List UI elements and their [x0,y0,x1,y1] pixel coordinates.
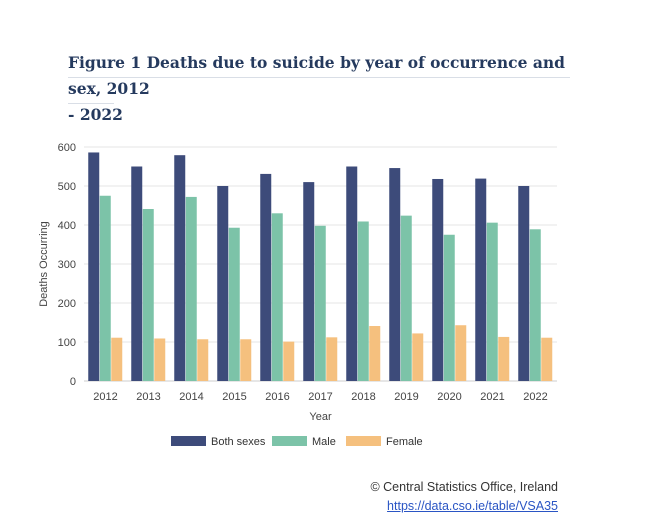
x-tick-label: 2020 [437,391,461,403]
bar-both-sexes-2018 [346,166,358,381]
x-tick-label: 2015 [222,391,246,403]
chart-title: Figure 1 Deaths due to suicide by year o… [68,50,568,128]
chart-title-line-1: Figure 1 Deaths due to suicide by year o… [68,53,565,98]
bar-female-2020 [455,325,467,381]
bar-male-2016 [271,213,283,381]
bar-both-sexes-2016 [260,173,272,381]
x-tick-label: 2013 [136,391,160,403]
bar-male-2019 [400,215,412,381]
y-tick-label: 400 [58,220,76,232]
bar-female-2013 [154,338,166,381]
y-tick-label: 500 [58,181,76,193]
bar-female-2015 [240,339,252,381]
x-tick-label: 2016 [265,391,289,403]
x-tick-label: 2021 [480,391,504,403]
bar-female-2022 [541,337,553,381]
bar-female-2021 [498,336,510,381]
bar-male-2020 [443,234,455,381]
bar-chart: 0 100 200 300 400 500 600 Deaths Occurring 2012 2… [38,142,557,448]
credit-text: © Central Statistics Office, Ireland [370,480,558,494]
legend-swatch-male [272,436,307,446]
chart-title-line-2: - 2022 [68,105,123,124]
bar-male-2017 [314,225,326,381]
legend-swatch-both-sexes [171,436,206,446]
y-axis-label: Deaths Occurring [38,221,50,307]
legend-label-both-sexes: Both sexes [211,436,266,448]
y-tick-label: 600 [58,142,76,154]
bar-both-sexes-2022 [518,186,530,381]
legend-label-female: Female [386,436,423,448]
bar-both-sexes-2012 [88,152,100,381]
x-tick-label: 2018 [351,391,375,403]
bar-both-sexes-2015 [217,186,229,381]
y-tick-label: 200 [58,298,76,310]
bar-male-2018 [357,221,369,381]
bar-both-sexes-2014 [174,155,186,381]
legend-label-male: Male [312,436,336,448]
bar-female-2012 [111,337,123,381]
bar-male-2022 [529,229,541,381]
bar-female-2018 [369,326,381,381]
y-tick-label: 0 [70,376,76,388]
bar-female-2017 [326,337,338,381]
x-tick-label: 2019 [394,391,418,403]
x-tick-label: 2014 [179,391,203,403]
x-tick-label: 2017 [308,391,332,403]
title-divider [68,77,570,78]
bar-both-sexes-2021 [475,178,487,381]
legend-swatch-female [346,436,381,446]
bar-female-2016 [283,341,295,381]
source-link[interactable]: https://data.cso.ie/table/VSA35 [387,499,558,513]
x-tick-label: 2022 [523,391,547,403]
bar-both-sexes-2019 [389,168,401,381]
x-axis-label: Year [309,411,332,423]
bar-male-2014 [185,196,197,381]
bar-male-2013 [142,209,154,381]
bar-male-2021 [486,222,498,381]
bar-both-sexes-2013 [131,166,143,381]
bar-female-2014 [197,339,209,381]
x-tick-label: 2012 [93,391,117,403]
bar-male-2012 [99,195,111,381]
bar-male-2015 [228,227,240,381]
y-tick-label: 300 [58,259,76,271]
bar-both-sexes-2017 [303,182,315,381]
title-divider-short [68,103,114,104]
y-tick-label: 100 [58,337,76,349]
bar-female-2019 [412,333,424,381]
bar-both-sexes-2020 [432,178,444,381]
